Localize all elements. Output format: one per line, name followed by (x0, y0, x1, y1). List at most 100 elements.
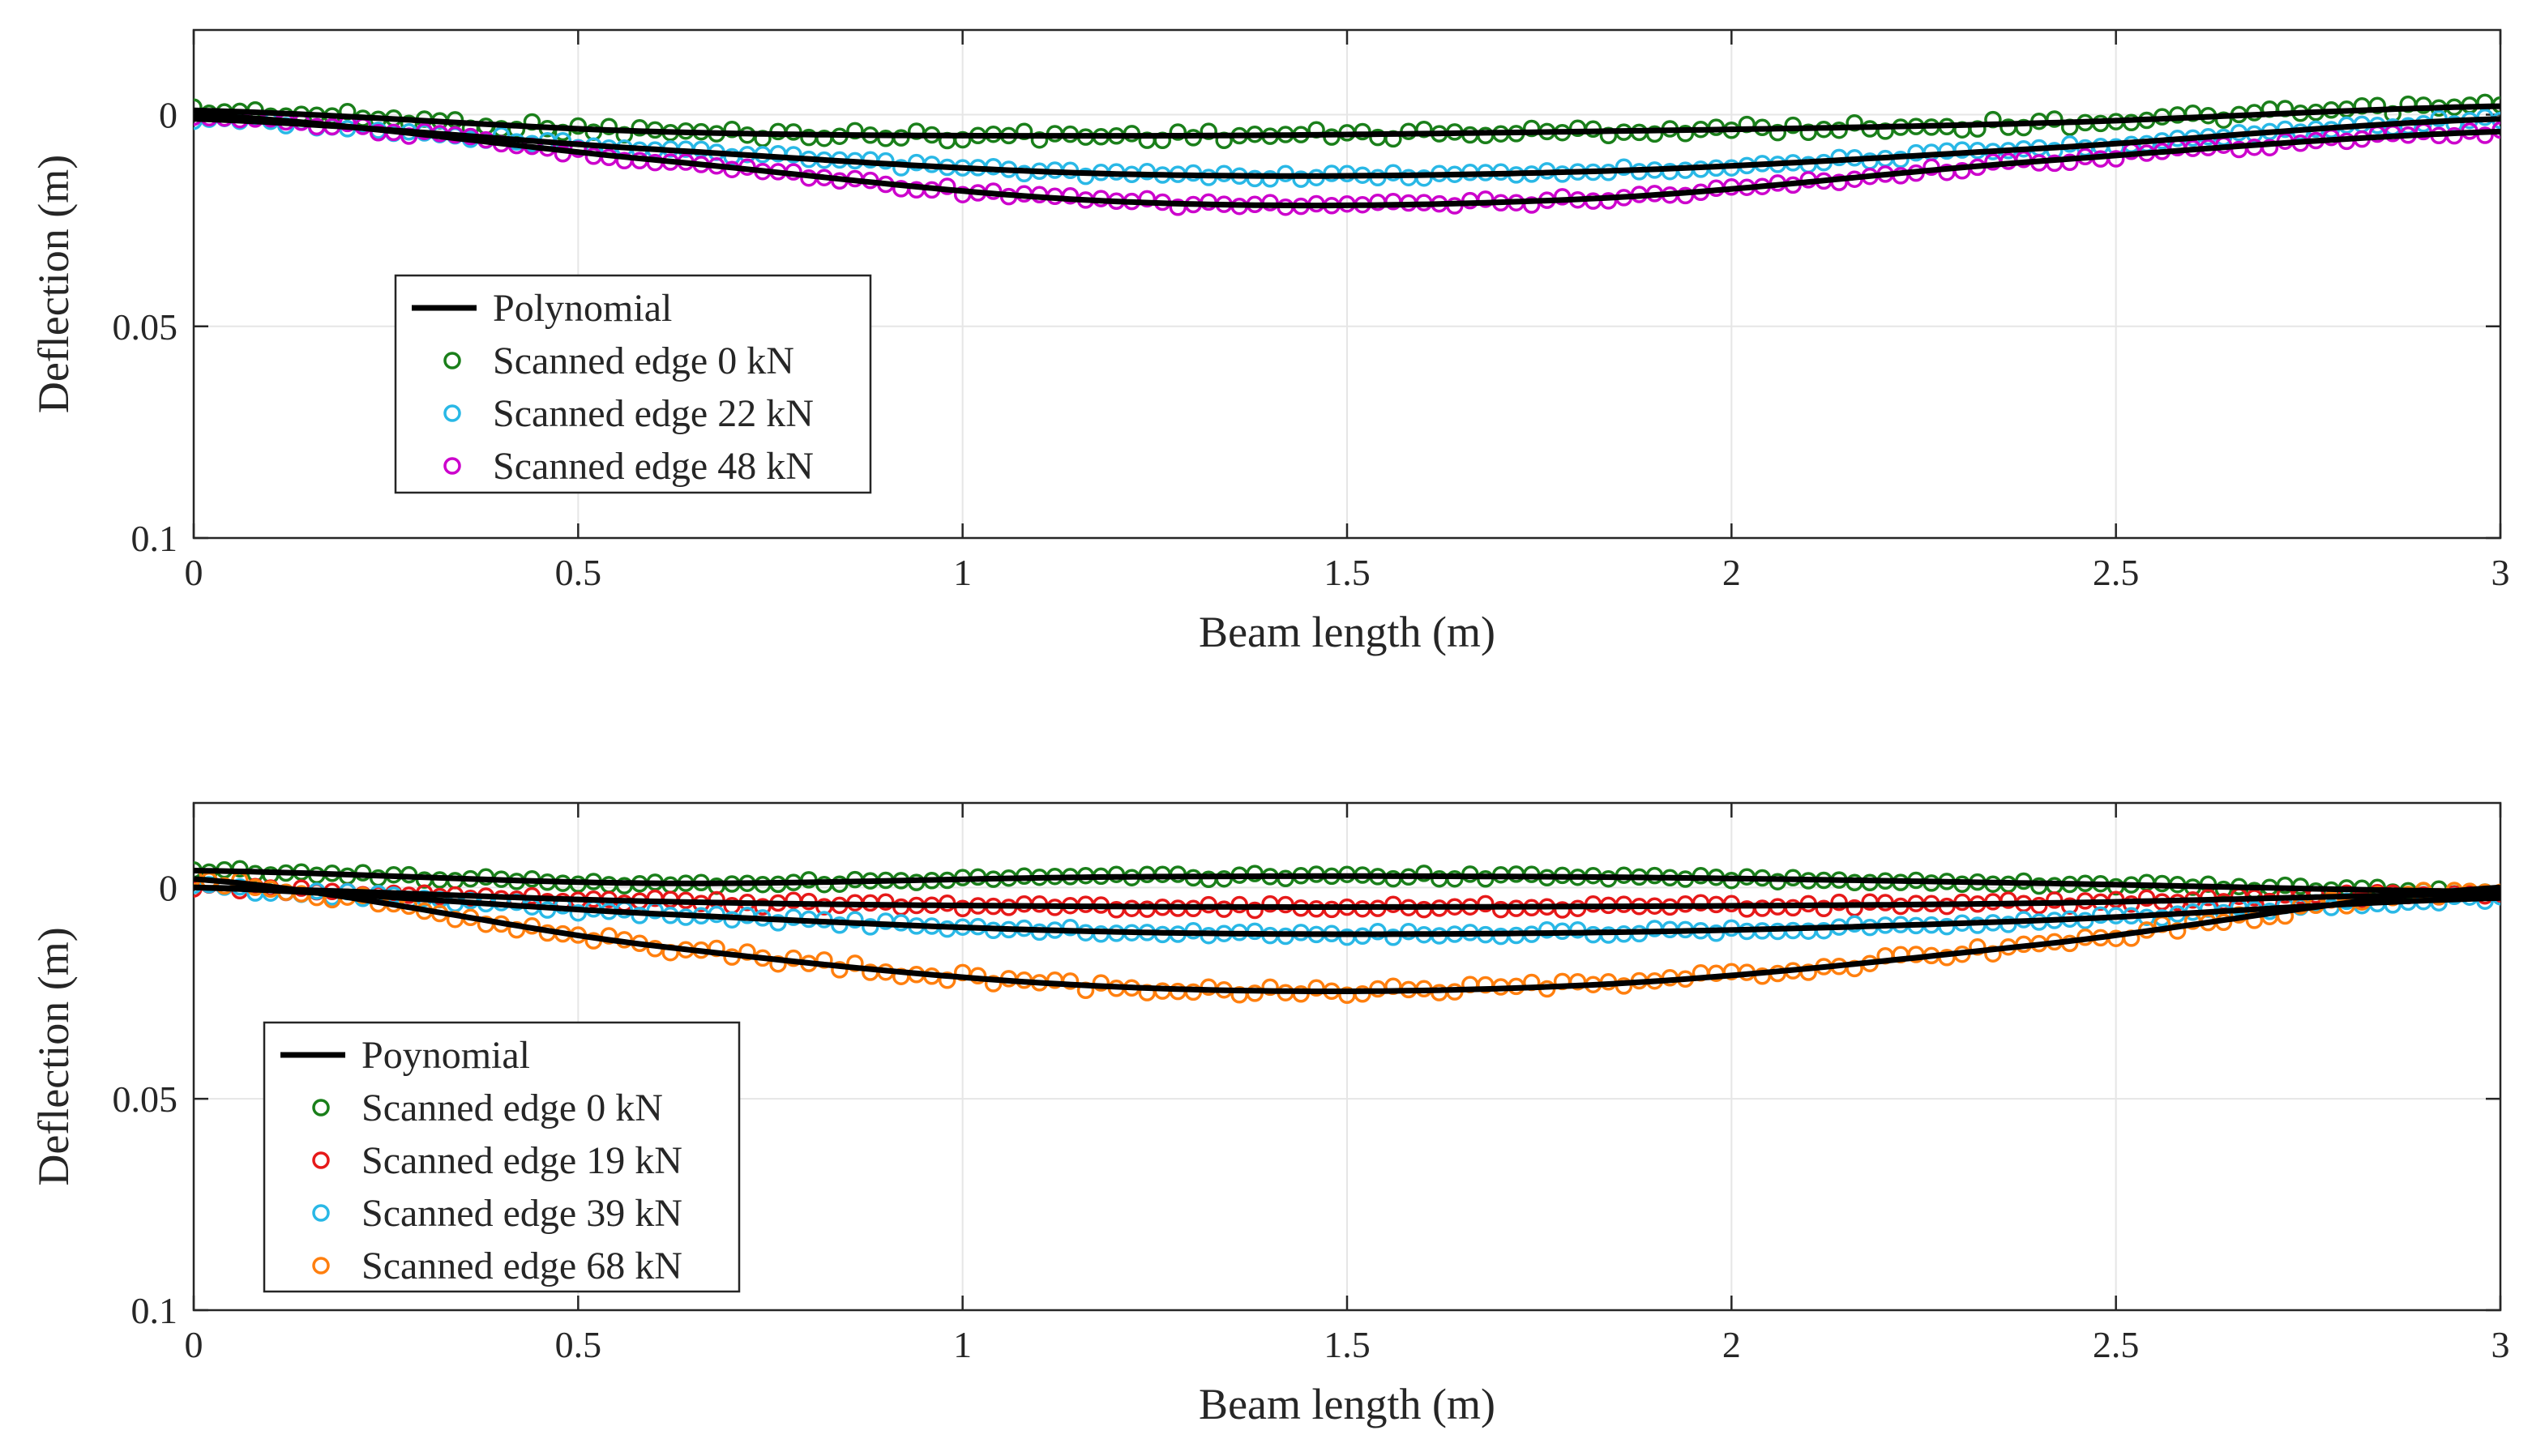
scatter-point (2015, 118, 2033, 137)
legend-label: Scanned edge 48 kN (493, 445, 814, 488)
legend-box (394, 274, 872, 494)
x-tick-label: 3 (2491, 552, 2510, 593)
scatter-point (2214, 111, 2233, 129)
x-tick-label: 3 (2491, 1324, 2510, 1365)
fit-line (194, 876, 2500, 994)
scatter-point (769, 914, 787, 932)
legend-label: Polynomial (493, 287, 672, 330)
scatter-point (1384, 929, 1402, 946)
chart-2: 0 0.5 1 1.5 2 2.5 3 0 0.05 0.1 Beam length (m) Defl… (29, 801, 2510, 1428)
scatter-point (2153, 909, 2171, 927)
x-tick-label: 2.5 (2093, 1324, 2140, 1365)
scatter-point (1169, 123, 1187, 141)
x-tick-label: 2.5 (2093, 552, 2140, 593)
legend-label: Poynomial (361, 1034, 530, 1077)
scatter-point (1138, 190, 1157, 208)
y-axis-title: Deflection (m) (29, 927, 78, 1185)
scatter-point (769, 954, 787, 973)
x-tick-label: 0 (185, 1324, 203, 1365)
fit-line (194, 884, 2500, 937)
scatter-point (1599, 126, 1618, 145)
legend-marker-swatch (443, 404, 461, 422)
scatter-point (1815, 899, 1833, 918)
scatter-point (1092, 974, 1110, 992)
y-axis-title: Deflection (m) (29, 155, 78, 413)
fit-line (194, 116, 2500, 179)
scatter-point (846, 911, 864, 929)
data-layer (194, 93, 2500, 216)
legend-label: Scanned edge 39 kN (361, 1192, 682, 1235)
legend-label: Scanned edge 22 kN (493, 392, 814, 435)
scatter-point (907, 122, 926, 140)
scatter-point (507, 920, 526, 939)
scatter-point (846, 954, 864, 972)
x-axis-title: Beam length (m) (1199, 608, 1495, 656)
y-tick-label: 0 (159, 95, 177, 136)
scatter-point (1784, 116, 1802, 134)
x-tick-label: 2 (1722, 552, 1741, 593)
scatter-point (2368, 96, 2386, 114)
scatter-point (1261, 978, 1279, 997)
chart-1: 0 0.5 1 1.5 2 2.5 3 0 0.05 0.1 Beam length (m) Defl… (29, 28, 2510, 656)
scatter-point (1138, 163, 1157, 181)
fit-line (194, 112, 2500, 209)
legend: Polynomial Scanned edge 0 kN Scanned edge … (394, 274, 872, 494)
legend-label: Scanned edge 19 kN (361, 1139, 682, 1182)
y-tick-label: 0.1 (131, 518, 178, 559)
scatter-point (507, 120, 526, 139)
scatter-point (1846, 113, 1863, 132)
x-tick-label: 1 (953, 1324, 972, 1365)
x-tick-label: 2 (1722, 1324, 1741, 1365)
scatter-point (1415, 169, 1433, 187)
x-tick-label: 1 (953, 552, 972, 593)
scatter-point (1676, 125, 1695, 143)
scatter-point (600, 927, 618, 945)
scatter-point (1061, 972, 1080, 990)
scatter-point (984, 975, 1003, 993)
scatter-point (2000, 891, 2017, 909)
scatter-point (862, 918, 879, 936)
x-tick-label: 0.5 (555, 552, 602, 593)
legend-label: Scanned edge 68 kN (361, 1245, 682, 1287)
scatter-point (554, 123, 572, 142)
legend-marker-swatch (443, 457, 461, 475)
scatter-point (831, 961, 849, 979)
scatter-point (1815, 921, 1833, 940)
legend-marker-swatch (312, 1099, 330, 1117)
scatter-point (723, 121, 741, 139)
scatter-point (1415, 120, 1433, 139)
legend-box (263, 1021, 741, 1293)
scatter-point (2046, 110, 2064, 128)
x-tick-label: 1.5 (1324, 552, 1371, 593)
scatter-point (2168, 922, 2187, 940)
scatter-point (2060, 897, 2079, 915)
fit-line (194, 103, 2500, 139)
scatter-point (938, 971, 956, 989)
scatter-point (1200, 122, 1217, 140)
scatter-point (846, 122, 864, 140)
x-axis-title: Beam length (m) (1199, 1380, 1495, 1428)
scatter-point (2476, 126, 2494, 144)
legend-marker-swatch (443, 352, 461, 369)
legend-marker-swatch (312, 1204, 330, 1222)
data-layer (194, 860, 2500, 1005)
scatter-point (754, 898, 772, 916)
scatter-point (953, 130, 972, 149)
scatter-point (1615, 158, 1633, 177)
scatter-point (1061, 919, 1080, 937)
scatter-point (1246, 901, 1264, 920)
legend-marker-swatch (312, 1151, 330, 1169)
fit-line (194, 884, 2500, 910)
legend-label: Scanned edge 0 kN (361, 1087, 663, 1129)
scatter-point (1969, 938, 1987, 956)
scatter-point (600, 117, 618, 135)
x-tick-label: 0 (185, 552, 203, 593)
y-tick-label: 0.05 (113, 1078, 178, 1120)
scatter-point (1969, 120, 1987, 138)
scatter-point (1799, 963, 1817, 981)
scatter-point (1261, 170, 1279, 188)
legend-marker-swatch (312, 1257, 330, 1275)
scatter-point (1522, 196, 1541, 214)
fit-line (194, 868, 2500, 895)
